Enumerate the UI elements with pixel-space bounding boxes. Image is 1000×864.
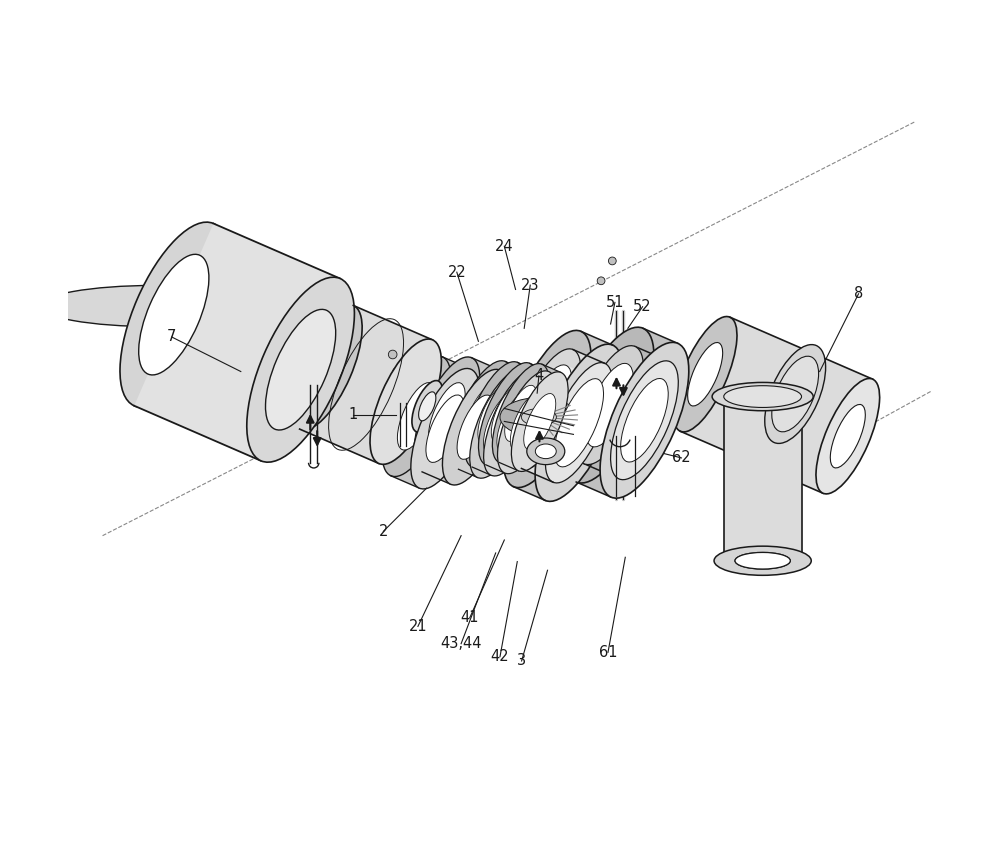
Ellipse shape: [511, 372, 568, 472]
Ellipse shape: [393, 367, 401, 376]
Ellipse shape: [484, 370, 544, 476]
Text: 8: 8: [854, 286, 863, 302]
Text: 21: 21: [409, 619, 427, 634]
Polygon shape: [521, 350, 605, 482]
Polygon shape: [584, 346, 670, 479]
Ellipse shape: [139, 254, 209, 375]
Ellipse shape: [724, 550, 802, 572]
Text: 43,44: 43,44: [440, 636, 482, 651]
Ellipse shape: [611, 361, 678, 480]
Polygon shape: [680, 317, 873, 493]
Ellipse shape: [491, 385, 524, 443]
Text: 42: 42: [491, 649, 509, 664]
Text: 1: 1: [348, 407, 358, 422]
Polygon shape: [576, 328, 678, 497]
Text: 23: 23: [521, 277, 539, 293]
Ellipse shape: [724, 385, 802, 408]
Polygon shape: [486, 364, 549, 473]
Ellipse shape: [414, 357, 480, 473]
Ellipse shape: [411, 368, 479, 489]
Ellipse shape: [608, 257, 616, 265]
Ellipse shape: [514, 349, 581, 469]
Text: 3: 3: [517, 653, 526, 669]
Ellipse shape: [483, 393, 518, 454]
Polygon shape: [472, 362, 537, 475]
Ellipse shape: [498, 371, 556, 473]
Ellipse shape: [600, 342, 689, 499]
Polygon shape: [513, 331, 613, 500]
Ellipse shape: [772, 356, 819, 432]
Text: 61: 61: [599, 645, 617, 660]
Ellipse shape: [765, 345, 826, 443]
Polygon shape: [422, 358, 500, 484]
Polygon shape: [458, 361, 524, 478]
Ellipse shape: [621, 378, 668, 462]
Ellipse shape: [535, 444, 556, 459]
Ellipse shape: [397, 383, 436, 450]
Ellipse shape: [688, 342, 723, 406]
Ellipse shape: [521, 409, 556, 426]
Text: 7: 7: [167, 329, 176, 345]
Ellipse shape: [673, 316, 737, 432]
Ellipse shape: [120, 222, 228, 407]
Ellipse shape: [388, 350, 397, 359]
Ellipse shape: [535, 344, 623, 501]
Text: 41: 41: [461, 610, 479, 626]
Ellipse shape: [478, 385, 512, 444]
Ellipse shape: [429, 383, 465, 447]
Polygon shape: [528, 365, 598, 467]
Ellipse shape: [735, 552, 790, 569]
Ellipse shape: [505, 385, 537, 442]
Text: 24: 24: [495, 238, 514, 254]
Ellipse shape: [451, 361, 513, 470]
Ellipse shape: [382, 356, 451, 477]
Ellipse shape: [712, 383, 813, 410]
Ellipse shape: [500, 397, 578, 436]
Ellipse shape: [527, 438, 565, 465]
Ellipse shape: [586, 364, 633, 447]
Text: 2: 2: [379, 524, 388, 539]
Ellipse shape: [266, 309, 336, 430]
Ellipse shape: [830, 404, 865, 468]
Ellipse shape: [412, 380, 443, 432]
Ellipse shape: [492, 364, 549, 463]
Text: 22: 22: [447, 264, 466, 280]
Ellipse shape: [40, 285, 268, 327]
Ellipse shape: [419, 392, 436, 421]
Ellipse shape: [523, 365, 572, 453]
Ellipse shape: [457, 395, 494, 460]
Ellipse shape: [479, 363, 537, 466]
Ellipse shape: [470, 369, 532, 478]
Polygon shape: [391, 357, 471, 488]
Ellipse shape: [816, 378, 880, 494]
Ellipse shape: [442, 369, 508, 485]
Polygon shape: [300, 306, 433, 463]
Text: 51: 51: [606, 295, 624, 310]
Ellipse shape: [497, 393, 531, 453]
Ellipse shape: [510, 393, 543, 451]
Text: 4: 4: [534, 368, 544, 384]
Ellipse shape: [565, 327, 654, 483]
Polygon shape: [724, 397, 802, 561]
Ellipse shape: [247, 277, 354, 462]
Ellipse shape: [426, 395, 464, 462]
Ellipse shape: [714, 546, 811, 575]
Ellipse shape: [545, 363, 612, 483]
Ellipse shape: [554, 378, 604, 467]
Text: 62: 62: [672, 450, 691, 466]
Ellipse shape: [291, 305, 362, 430]
Ellipse shape: [524, 393, 556, 450]
Ellipse shape: [464, 384, 499, 446]
Polygon shape: [499, 365, 561, 471]
Polygon shape: [134, 224, 340, 461]
Ellipse shape: [370, 339, 441, 464]
Ellipse shape: [576, 346, 643, 465]
Ellipse shape: [597, 276, 605, 285]
Ellipse shape: [735, 552, 790, 569]
Text: 52: 52: [633, 299, 652, 314]
Ellipse shape: [503, 330, 591, 487]
Ellipse shape: [465, 362, 525, 467]
